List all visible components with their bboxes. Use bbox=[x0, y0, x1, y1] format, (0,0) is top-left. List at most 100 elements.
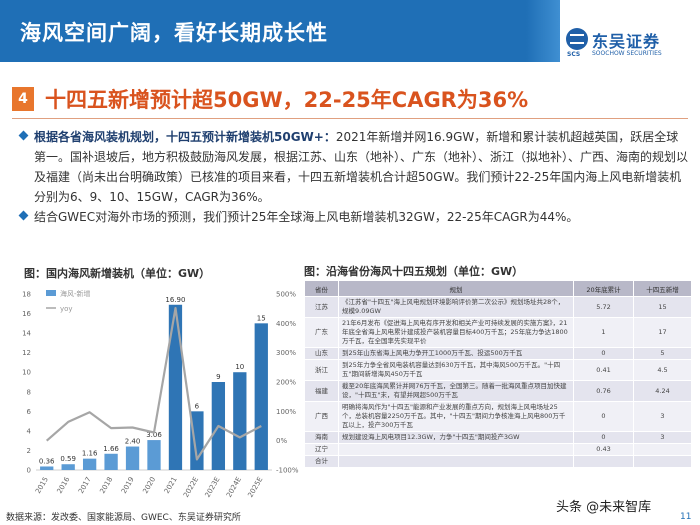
x-tick-label: 2018 bbox=[98, 476, 114, 495]
table-title: 图：沿海省份海风十四五规划（单位：GW） bbox=[304, 265, 524, 278]
bar bbox=[82, 458, 97, 470]
source-note: 数据来源：发改委、国家能源局、GWEC、东吴证券研究所 bbox=[6, 513, 241, 523]
cell-addition: 17 bbox=[633, 317, 692, 348]
x-tick-label: 2024E bbox=[225, 476, 243, 499]
cell-province: 合计 bbox=[304, 455, 339, 468]
legend-line-label: yoy bbox=[60, 305, 73, 313]
x-tick-label: 2015 bbox=[34, 476, 50, 495]
bar bbox=[168, 304, 183, 470]
y-left-tick-label: 18 bbox=[22, 291, 31, 299]
x-tick-label: 2022E bbox=[182, 476, 200, 499]
y-right-tick-label: 500% bbox=[276, 291, 296, 299]
header-addition: 十四五新增 bbox=[633, 280, 692, 297]
table-row: 福建 截至20年底海风累计并网76万千瓦，全国第三。随着一批海风重点项目加快建设… bbox=[304, 380, 692, 402]
cell-cumulative: 0 bbox=[573, 431, 634, 444]
section-title: 十四五新增预计超50GW，22-25年CAGR为36% bbox=[45, 88, 529, 112]
bar-data-label: 6 bbox=[195, 402, 200, 410]
bar bbox=[61, 464, 75, 470]
cell-addition: 3 bbox=[633, 401, 692, 432]
bar-data-label: 10 bbox=[235, 363, 244, 371]
table-row: 辽宁 0.43 bbox=[304, 443, 692, 456]
cell-plan: 明确将海风作为"十四五"能源和产业发展的重点方向，规划海上风电场址25个，总装机… bbox=[338, 401, 574, 432]
y-right-tick-label: 0% bbox=[276, 437, 287, 445]
cell-cumulative: 0.41 bbox=[573, 359, 634, 381]
table-row: 广东 21年6月发布《促进海上风电有序开发和相关产业可持续发展的实施方案》，21… bbox=[304, 317, 692, 348]
cell-cumulative bbox=[573, 455, 634, 468]
bar bbox=[254, 323, 268, 470]
page-title: 海风空间广阔，看好长期成长性 bbox=[20, 21, 328, 45]
bar bbox=[125, 446, 140, 470]
bar-data-label: 0.59 bbox=[60, 455, 76, 463]
bar-data-label: 16.90 bbox=[165, 296, 185, 304]
cell-addition: 4.24 bbox=[633, 380, 692, 402]
bar-data-label: 3.06 bbox=[146, 431, 162, 439]
y-right-tick-label: 300% bbox=[276, 349, 296, 357]
table-row: 广西 明确将海风作为"十四五"能源和产业发展的重点方向，规划海上风电场址25个，… bbox=[304, 401, 692, 432]
y-right-tick-label: 200% bbox=[276, 379, 296, 387]
bullet-text: 结合GWEC对海外市场的预测，我们预计25年全球海上风电新增装机32GW，22-… bbox=[34, 210, 579, 224]
title-bar-edge bbox=[526, 0, 560, 62]
cell-plan: 规划建设海上风电项目12.3GW，力争"十四五"期间投产3GW bbox=[338, 431, 574, 444]
header-plan: 规划 bbox=[338, 280, 574, 297]
cell-cumulative: 5.72 bbox=[573, 296, 634, 318]
table-row: 浙江 到25年力争全省风电装机容量达到630万千瓦，其中海风500万千瓦。"十四… bbox=[304, 359, 692, 381]
table-row: 合计 bbox=[304, 455, 692, 468]
legend-bar-swatch bbox=[46, 290, 56, 296]
y-left-tick-label: 2 bbox=[27, 447, 31, 455]
logo-abbr: SCS bbox=[567, 51, 581, 58]
yoy-line bbox=[45, 307, 262, 461]
cell-province: 海南 bbox=[304, 431, 339, 444]
cell-province: 浙江 bbox=[304, 359, 339, 381]
bullet-item: 根据各省海风装机规划，十四五预计新增装机50GW+：2021年新增并网16.9G… bbox=[18, 127, 690, 207]
cell-cumulative: 0.43 bbox=[573, 443, 634, 456]
cell-cumulative: 1 bbox=[573, 317, 634, 348]
cell-plan: 截至20年底海风累计并网76万千瓦，全国第三。随着一批海风重点项目加快建设，"十… bbox=[338, 380, 574, 402]
cell-addition: 3 bbox=[633, 431, 692, 444]
cell-plan bbox=[338, 455, 574, 468]
x-tick-label: 2025E bbox=[246, 476, 264, 499]
x-tick-label: 2021 bbox=[163, 476, 179, 495]
cell-cumulative: 0 bbox=[573, 401, 634, 432]
y-left-tick-label: 6 bbox=[27, 408, 32, 416]
bar-data-label: 2.40 bbox=[125, 438, 141, 446]
table-row: 海南 规划建设海上风电项目12.3GW，力争"十四五"期间投产3GW 0 3 bbox=[304, 431, 692, 444]
bar-data-label: 1.66 bbox=[103, 445, 119, 453]
cell-addition bbox=[633, 455, 692, 468]
bar-data-label: 15 bbox=[257, 314, 266, 322]
cell-addition bbox=[633, 443, 692, 456]
installations-chart: 0 2 4 6 8 10 12 14 16 18 -100% 0% 100% 200% 300% 400% 50… bbox=[22, 289, 299, 499]
x-tick-label: 2017 bbox=[77, 476, 93, 495]
cell-cumulative: 0.76 bbox=[573, 380, 634, 402]
watermark: 头条 @未来智库 bbox=[556, 500, 652, 515]
cell-province: 山东 bbox=[304, 347, 339, 360]
bar-data-label: 0.36 bbox=[39, 457, 55, 465]
cell-addition: 4.5 bbox=[633, 359, 692, 381]
bar-data-label: 9 bbox=[216, 373, 220, 381]
y-right-tick-label: -100% bbox=[276, 467, 299, 475]
cell-plan: 《江苏省"十四五"海上风电规划环境影响评价第二次公示》规划场址共28个，规模9.… bbox=[338, 296, 574, 318]
y-right-tick-label: 400% bbox=[276, 320, 296, 328]
chart-title: 图：国内海风新增装机（单位：GW） bbox=[24, 267, 211, 280]
y-right-tick-label: 100% bbox=[276, 408, 296, 416]
bar bbox=[233, 372, 247, 470]
cell-plan: 到25年力争全省风电装机容量达到630万千瓦，其中海风500万千瓦。"十四五"期… bbox=[338, 359, 574, 381]
y-left-tick-label: 4 bbox=[27, 427, 32, 435]
logo: 东吴证券 SCS SOOCHOW SECURITIES bbox=[566, 28, 696, 62]
y-left-tick-label: 8 bbox=[27, 388, 31, 396]
y-left-tick-label: 12 bbox=[22, 349, 31, 357]
cell-plan: 21年6月发布《促进海上风电有序开发和相关产业可持续发展的实施方案》，21年底全… bbox=[338, 317, 574, 348]
cell-province: 广西 bbox=[304, 401, 339, 432]
cell-addition: 15 bbox=[633, 296, 692, 318]
table-header-row: 省份 规划 20年底累计 十四五新增 bbox=[304, 280, 692, 297]
section-number: 4 bbox=[12, 87, 34, 111]
y-left-tick-label: 10 bbox=[22, 369, 31, 377]
cell-province: 辽宁 bbox=[304, 443, 339, 456]
cell-cumulative: 0 bbox=[573, 347, 634, 360]
table-row: 江苏 《江苏省"十四五"海上风电规划环境影响评价第二次公示》规划场址共28个，规… bbox=[304, 296, 692, 318]
province-plan-table: 省份 规划 20年底累计 十四五新增 江苏 《江苏省"十四五"海上风电规划环境影… bbox=[304, 280, 692, 468]
x-tick-label: 2016 bbox=[56, 475, 72, 495]
logo-mark-icon bbox=[566, 28, 588, 50]
bullet-lead: 根据各省海风装机规划，十四五预计新增装机50GW+： bbox=[34, 130, 336, 144]
logo-english: SOOCHOW SECURITIES bbox=[592, 50, 662, 57]
y-left-tick-label: 16 bbox=[22, 310, 31, 318]
